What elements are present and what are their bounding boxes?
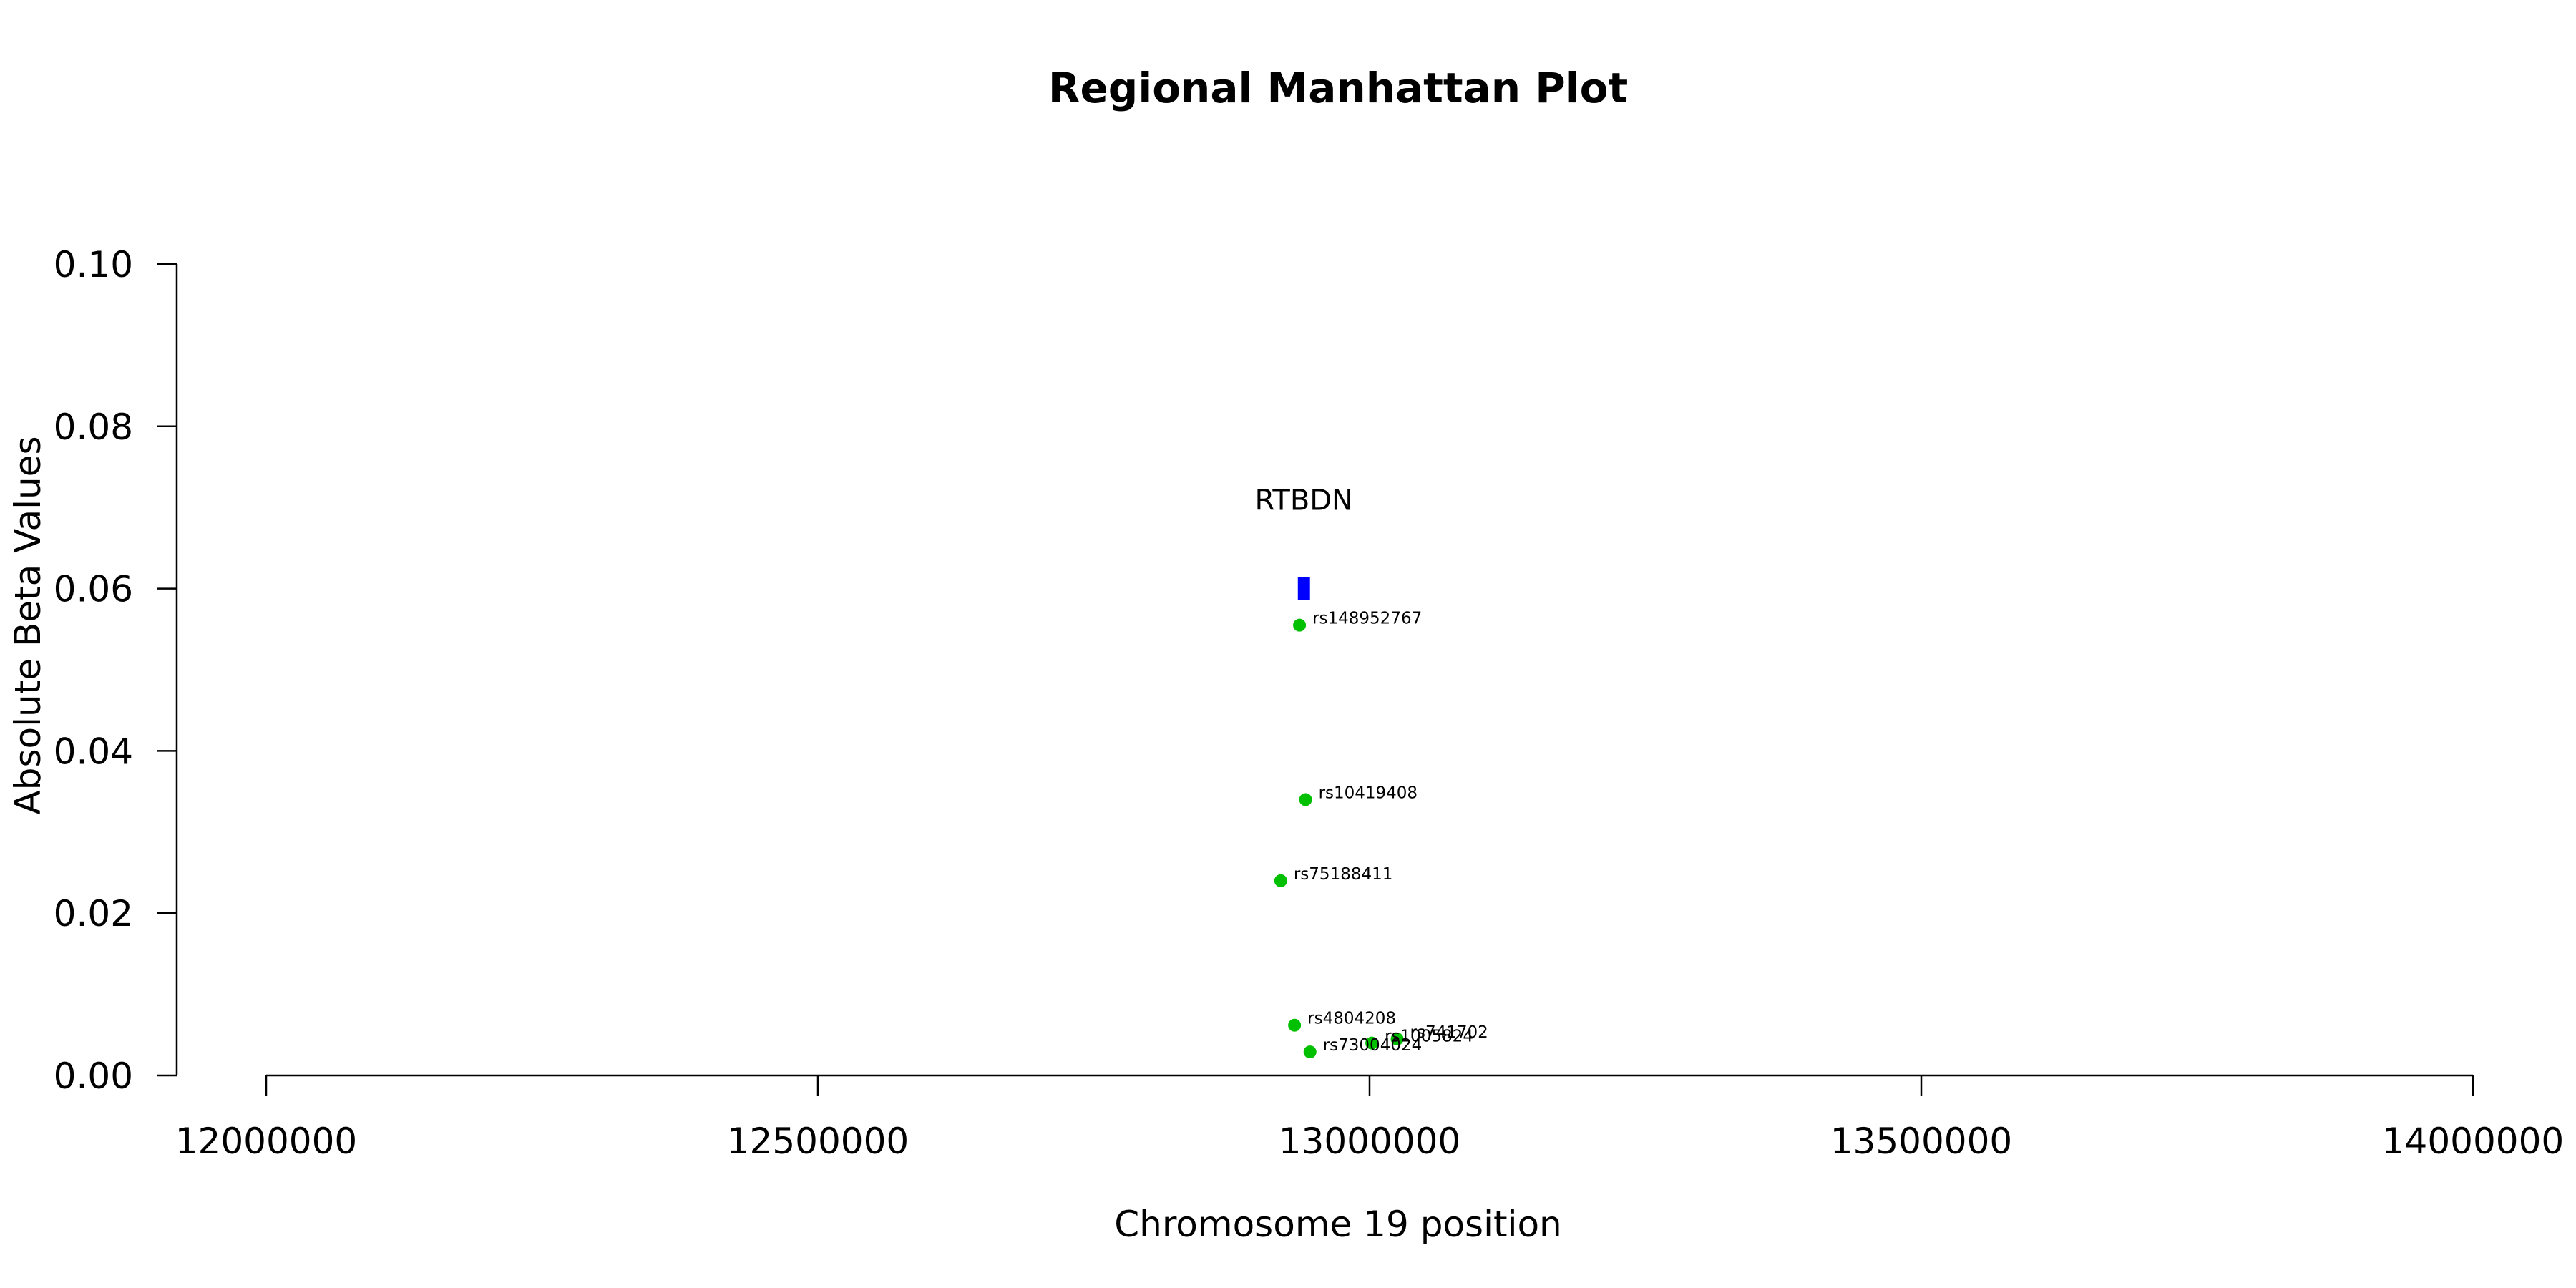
- snp-point: [1274, 874, 1287, 887]
- chart-title: Regional Manhattan Plot: [1048, 64, 1628, 112]
- snp-point: [1303, 1045, 1317, 1059]
- snp-label: rs75188411: [1294, 865, 1393, 884]
- snp-point: [1288, 1018, 1302, 1032]
- snp-label: rs10419408: [1319, 784, 1418, 802]
- x-tick-label: 13500000: [1830, 1121, 2013, 1162]
- snp-point: [1299, 793, 1312, 806]
- x-tick-label: 12000000: [175, 1121, 358, 1162]
- snp-label: rs73004024: [1323, 1036, 1423, 1055]
- gene-label: RTBDN: [1255, 484, 1353, 517]
- snp-point: [1365, 1036, 1379, 1050]
- x-axis-ticks: 12000000 12500000 13000000 13500000 14000000: [175, 1075, 2565, 1162]
- snp-point: [1390, 1032, 1404, 1045]
- x-tick-label: 13000000: [1279, 1121, 1461, 1162]
- snp-points: rs148952767 rs10419408 rs75188411 rs4804208…: [1274, 610, 1488, 1059]
- y-tick-label: 0.06: [54, 569, 133, 610]
- snp-label: rs4804208: [1307, 1010, 1396, 1028]
- y-tick-label: 0.00: [54, 1055, 133, 1097]
- y-tick-label: 0.04: [54, 731, 133, 772]
- gene-bar: [1297, 577, 1310, 600]
- y-tick-label: 0.02: [54, 893, 133, 935]
- x-tick-label: 14000000: [2382, 1121, 2565, 1162]
- snp-label: rs741702: [1410, 1023, 1488, 1042]
- y-axis-title: Absolute Beta Values: [7, 436, 49, 815]
- snp-label: rs148952767: [1312, 610, 1422, 628]
- y-tick-label: 0.10: [54, 244, 133, 286]
- y-tick-label: 0.08: [54, 406, 133, 448]
- snp-point: [1293, 618, 1307, 632]
- x-axis-title: Chromosome 19 position: [1114, 1204, 1562, 1245]
- x-tick-label: 12500000: [727, 1121, 909, 1162]
- y-axis-ticks: 0.00 0.02 0.04 0.06 0.08 0.10: [54, 244, 177, 1097]
- gene-annotation: RTBDN: [1255, 484, 1353, 600]
- snp-label: rs1005824: [1385, 1028, 1473, 1046]
